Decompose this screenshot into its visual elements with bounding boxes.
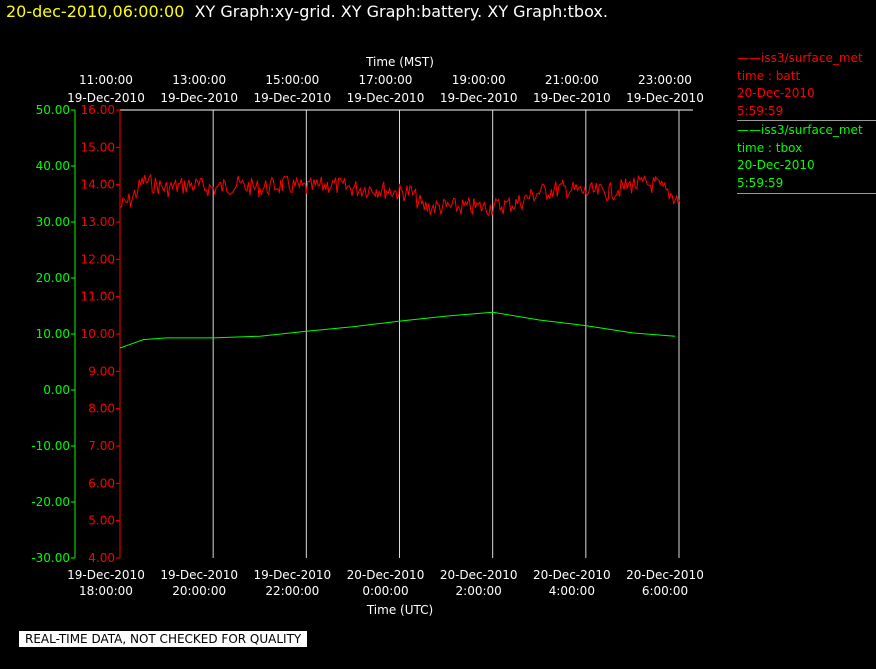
legend-batt-source: ——iss3/surface_met (737, 51, 863, 65)
legend-separator (737, 120, 876, 121)
y-tick-label-tbox: 10.00 (36, 327, 70, 341)
header-timestamp: 20-dec-2010,06:00:00 (6, 2, 185, 21)
y-tick-label-batt: 15.00 (81, 140, 115, 154)
legend-tbox: ——iss3/surface_met time : tbox 20-Dec-20… (737, 122, 863, 192)
y-tick-label-tbox: 50.00 (36, 103, 70, 117)
x-tick-label-utc-date: 19-Dec-2010 (67, 568, 145, 582)
x-tick-label-utc-date: 20-Dec-2010 (347, 568, 425, 582)
x-tick-label-utc-date: 19-Dec-2010 (160, 568, 238, 582)
legend-tbox-variable: time : tbox (737, 140, 803, 155)
quality-disclaimer: REAL-TIME DATA, NOT CHECKED FOR QUALITY (19, 631, 308, 647)
x-tick-label-utc-time: 18:00:00 (79, 584, 133, 598)
x-tick-label-mst-time: 23:00:00 (638, 73, 692, 87)
header-titles: XY Graph:xy-grid. XY Graph:battery. XY G… (194, 2, 608, 21)
y-tick-label-tbox: 40.00 (36, 159, 70, 173)
y-tick-label-batt: 9.00 (88, 364, 115, 378)
legend-tbox-source: ——iss3/surface_met (737, 123, 863, 137)
x-tick-label-utc-date: 20-Dec-2010 (440, 568, 518, 582)
x-tick-label-mst-time: 17:00:00 (359, 73, 413, 87)
y-tick-label-tbox: 0.00 (43, 383, 70, 397)
y-tick-label-batt: 7.00 (88, 439, 115, 453)
x-tick-label-utc-date: 20-Dec-2010 (626, 568, 704, 582)
legend-tbox-time: 5:59:59 (737, 175, 784, 190)
legend-batt: ——iss3/surface_met time : batt 20-Dec-20… (737, 50, 863, 120)
legend-batt-date: 20-Dec-2010 (737, 86, 815, 100)
x-tick-label-utc-time: 22:00:00 (265, 584, 319, 598)
header: 20-dec-2010,06:00:00 XY Graph:xy-grid. X… (6, 2, 608, 21)
y-tick-label-batt: 16.00 (81, 103, 115, 117)
x-tick-label-mst-date: 19-Dec-2010 (160, 91, 238, 105)
x-axis-title-utc: Time (UTC) (366, 603, 433, 617)
x-axis-title-mst: Time (MST) (365, 55, 434, 69)
y-tick-label-batt: 4.00 (88, 551, 115, 565)
legend-batt-variable: time : batt (737, 68, 801, 83)
x-tick-label-utc-time: 20:00:00 (172, 584, 226, 598)
x-tick-label-mst-time: 13:00:00 (172, 73, 226, 87)
legend-batt-time: 5:59:59 (737, 103, 784, 118)
y-tick-label-batt: 13.00 (81, 215, 115, 229)
legend-separator (737, 193, 876, 194)
legend-tbox-date: 20-Dec-2010 (737, 158, 815, 172)
y-tick-label-tbox: -10.00 (31, 439, 70, 453)
x-tick-label-utc-time: 6:00:00 (642, 584, 688, 598)
y-tick-label-batt: 6.00 (88, 476, 115, 490)
series-line-tbox (119, 311, 676, 349)
y-tick-label-batt: 5.00 (88, 514, 115, 528)
x-tick-label-mst-date: 19-Dec-2010 (440, 91, 518, 105)
x-tick-label-mst-date: 19-Dec-2010 (533, 91, 611, 105)
x-tick-label-utc-date: 20-Dec-2010 (533, 568, 611, 582)
y-tick-label-batt: 14.00 (81, 178, 115, 192)
x-tick-label-utc-time: 4:00:00 (549, 584, 595, 598)
y-tick-label-tbox: -30.00 (31, 551, 70, 565)
x-tick-label-mst-time: 11:00:00 (79, 73, 133, 87)
series-line-batt (119, 173, 680, 217)
x-tick-label-mst-time: 15:00:00 (265, 73, 319, 87)
y-tick-label-tbox: 20.00 (36, 271, 70, 285)
x-tick-label-utc-time: 0:00:00 (362, 584, 408, 598)
y-tick-label-batt: 12.00 (81, 252, 115, 266)
y-tick-label-tbox: -20.00 (31, 495, 70, 509)
x-tick-label-utc-time: 2:00:00 (456, 584, 502, 598)
y-tick-label-batt: 8.00 (88, 402, 115, 416)
y-tick-label-tbox: 30.00 (36, 215, 70, 229)
x-tick-label-mst-date: 19-Dec-2010 (67, 91, 145, 105)
x-tick-label-mst-date: 19-Dec-2010 (626, 91, 704, 105)
x-tick-label-mst-date: 19-Dec-2010 (347, 91, 425, 105)
x-tick-label-utc-date: 19-Dec-2010 (253, 568, 331, 582)
x-tick-label-mst-time: 21:00:00 (545, 73, 599, 87)
x-tick-label-mst-date: 19-Dec-2010 (253, 91, 331, 105)
y-tick-label-batt: 10.00 (81, 327, 115, 341)
x-tick-label-mst-time: 19:00:00 (452, 73, 506, 87)
y-tick-label-batt: 11.00 (81, 290, 115, 304)
